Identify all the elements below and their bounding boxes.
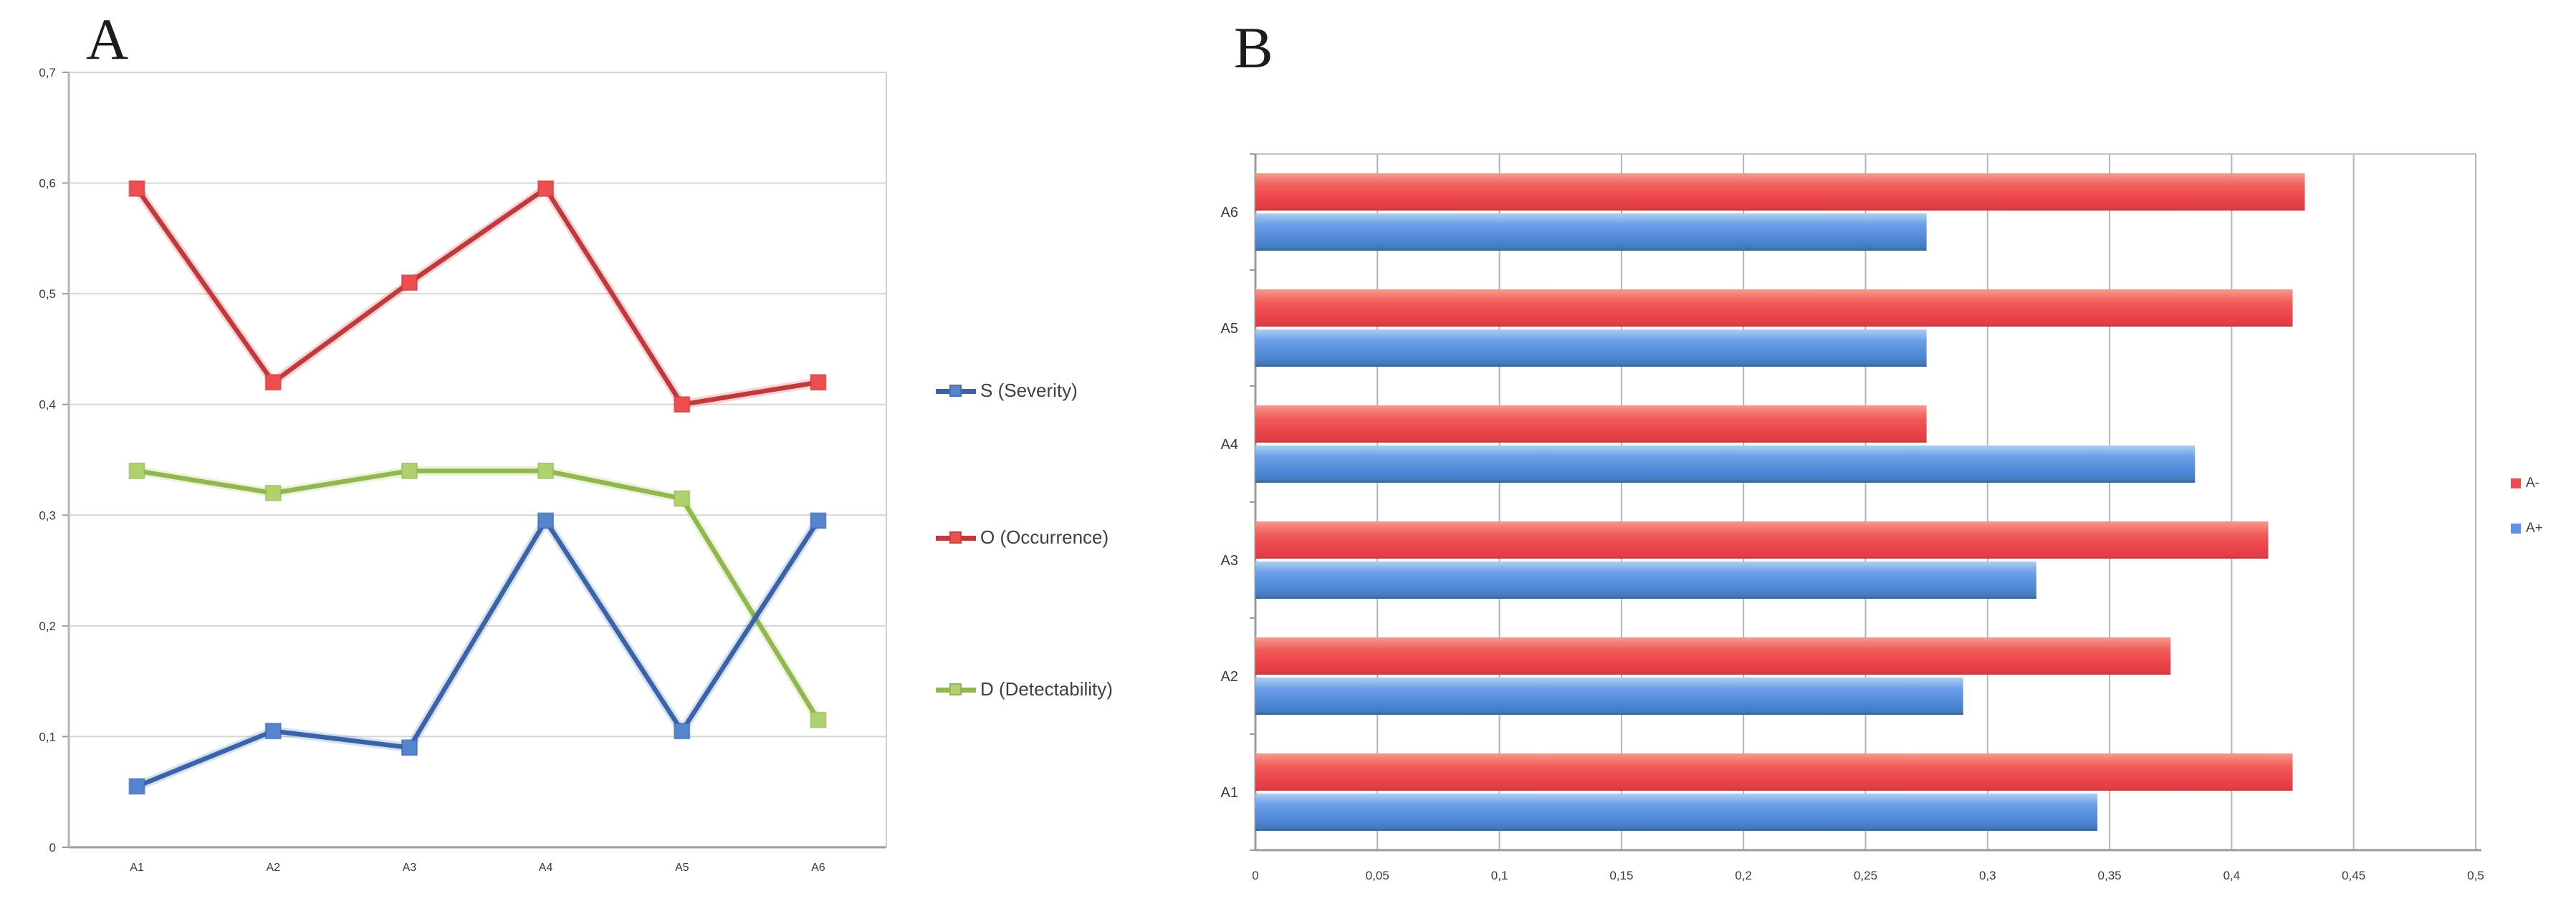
category-label: A6	[1221, 205, 1238, 221]
legend-label: O (Occurrence)	[980, 526, 1109, 548]
legend-item-detectability: D (Detectability)	[936, 678, 1172, 700]
legend-label: A-	[2526, 476, 2539, 491]
bar-a3-plus	[1255, 562, 2036, 599]
x-tick-label: 0,05	[1366, 869, 1389, 882]
bar-a2-plus	[1255, 678, 1963, 715]
x-tick-label: 0	[1252, 869, 1258, 882]
series-line	[134, 186, 821, 407]
y-tick-label: 0,2	[39, 620, 56, 633]
series-marker	[128, 462, 145, 479]
category-label: A5	[1221, 321, 1238, 337]
bar-a1-minus	[1255, 753, 2293, 791]
bar-a2-minus	[1255, 637, 2171, 675]
x-tick-label: A2	[266, 862, 280, 874]
y-tick-label: 0,6	[39, 177, 56, 191]
legend-marker	[949, 683, 962, 695]
series-marker	[674, 396, 691, 413]
bar-a4-plus	[1255, 445, 2196, 483]
series-line	[134, 518, 821, 789]
series-marker	[810, 711, 827, 728]
panel-a-title: A	[86, 6, 129, 72]
bar-a6-minus	[1255, 173, 2305, 211]
y-tick-label: 0	[49, 841, 56, 854]
x-tick-label: 0,35	[2098, 869, 2122, 882]
bar-a4-minus	[1255, 405, 1927, 443]
series-marker	[401, 739, 418, 756]
legend-label: S (Severity)	[980, 380, 1078, 401]
series-marker	[264, 374, 282, 391]
category-label: A4	[1221, 437, 1238, 453]
series-marker	[537, 180, 555, 197]
bar-a5-plus	[1255, 329, 1927, 367]
x-tick-label: 0,2	[1735, 869, 1752, 882]
legend-label: D (Detectability)	[980, 678, 1113, 700]
x-tick-label: 0,15	[1609, 869, 1633, 882]
y-tick-label: 0,4	[39, 398, 56, 412]
bar-a6-plus	[1255, 213, 1927, 251]
x-tick-label: 0,25	[1854, 869, 1877, 882]
series-marker	[401, 274, 418, 291]
bar-a1-plus	[1255, 794, 2098, 831]
series-line	[134, 468, 821, 723]
x-tick-label: 0,1	[1491, 869, 1508, 882]
panel-b-title: B	[1234, 15, 1273, 80]
line-chart-panel-a: 0,7 0,6 0,5 0,4 0,3 0,2 0,1 0 A1 A2 A3 A4 A5 A6	[39, 66, 887, 874]
legend-marker	[949, 384, 962, 397]
x-tick-label: 0,3	[1979, 869, 1996, 882]
legend-item-a-minus: A-	[2511, 476, 2539, 491]
y-tick-label: 0,1	[39, 730, 56, 743]
category-label: A1	[1221, 785, 1238, 801]
x-tick-label: 0,45	[2342, 869, 2365, 882]
legend-item-occurrence: O (Occurrence)	[936, 526, 1172, 549]
legend-line-marker-swatch	[936, 384, 976, 398]
category-label: A2	[1221, 669, 1238, 685]
x-tick-label: 0,5	[2467, 869, 2484, 882]
series-marker	[264, 484, 282, 501]
legend-color-square	[2511, 524, 2521, 534]
series-marker	[537, 462, 555, 479]
legend-marker	[949, 531, 962, 544]
y-tick-label: 0,5	[39, 287, 56, 301]
legend-item-a-plus: A+	[2511, 521, 2543, 536]
x-tick-label: 0,4	[2223, 869, 2241, 882]
legend-item-severity: S (Severity)	[936, 380, 1172, 402]
legend-color-square	[2511, 478, 2521, 488]
x-tick-label: A1	[130, 862, 144, 874]
legend-label: A+	[2526, 521, 2543, 536]
y-tick-label: 0,7	[39, 66, 56, 79]
x-tick-label: A4	[539, 862, 553, 874]
category-label: A3	[1221, 553, 1238, 569]
series-marker	[674, 723, 691, 740]
series-marker	[128, 180, 145, 197]
series-marker	[128, 778, 145, 795]
legend-line-marker-swatch	[936, 531, 976, 545]
series-marker	[537, 512, 555, 529]
series-halo	[133, 183, 819, 410]
series-marker	[674, 490, 691, 507]
y-tick-label: 0,3	[39, 509, 56, 522]
legend-line-marker-swatch	[936, 683, 976, 697]
x-tick-label: A5	[675, 862, 689, 874]
bar-chart-panel-b: 0 0,05 0,1 0,15 0,2 0,25 0,3 0,35 0,4 0,45 0,5 A6 A5…	[1221, 153, 2484, 882]
series-marker	[264, 723, 282, 740]
bar-a5-minus	[1255, 289, 2293, 327]
bar-a3-minus	[1255, 521, 2269, 559]
x-tick-label: A6	[811, 862, 825, 874]
series-marker	[810, 374, 827, 391]
x-tick-label: A3	[403, 862, 417, 874]
series-marker	[401, 462, 418, 479]
series-marker	[810, 512, 827, 529]
